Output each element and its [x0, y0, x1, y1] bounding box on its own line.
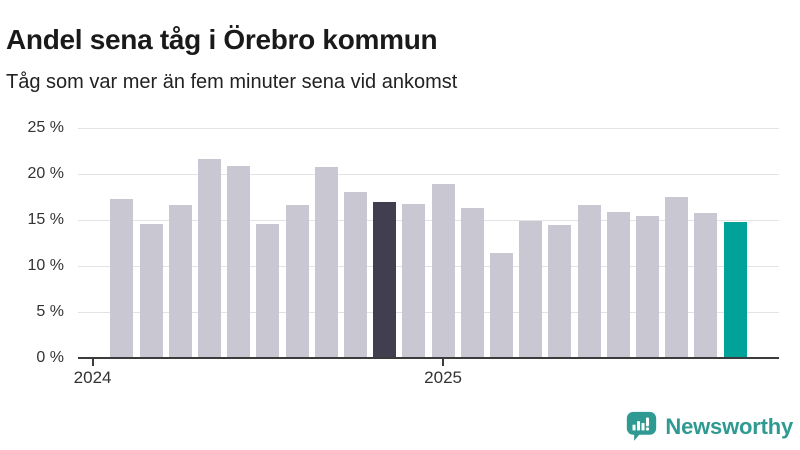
gridline: [78, 220, 779, 221]
bar-2024-02: [110, 198, 134, 358]
bar-2024-03: [139, 223, 163, 358]
bar-2025-11: [723, 221, 747, 358]
x-axis-tick: [442, 359, 445, 366]
y-axis-tick-label: 5 %: [36, 303, 64, 320]
y-axis-tick-label: 20 %: [27, 165, 64, 182]
bar-2024-09: [314, 166, 338, 358]
bar-2024-12: [402, 204, 426, 358]
bar-2024-10: [343, 192, 367, 358]
gridline: [78, 174, 779, 175]
bar-2024-07: [256, 223, 280, 358]
chart-title: Andel sena tåg i Örebro kommun: [6, 23, 438, 55]
bar-2025-09: [665, 197, 689, 358]
x-axis-tick-label: 2025: [424, 368, 462, 387]
y-axis-tick-label: 10 %: [27, 257, 64, 274]
bar-2025-02: [460, 208, 484, 358]
gridline: [78, 312, 779, 313]
bar-2024-06: [227, 165, 251, 358]
bar-2024-08: [285, 205, 309, 358]
bar-2024-05: [197, 159, 221, 358]
brand-name: Newsworthy: [665, 414, 793, 439]
chart-subtitle: Tåg som var mer än fem minuter sena vid …: [6, 71, 458, 93]
gridline: [78, 128, 779, 129]
bar-2025-01: [431, 184, 455, 358]
bar-2025-10: [694, 212, 718, 358]
bar-2025-08: [636, 216, 660, 358]
bar-2024-04: [168, 205, 192, 358]
newsworthy-logo-icon: [625, 410, 658, 444]
brand-footer[interactable]: Newsworthy: [625, 409, 793, 445]
bar-2025-07: [606, 211, 630, 358]
bar-2025-05: [548, 224, 572, 358]
bar-2025-04: [519, 220, 543, 358]
bar-2025-03: [490, 253, 514, 358]
bar-2025-06: [577, 205, 601, 358]
plot-area: [78, 128, 779, 358]
x-axis-tick-label: 2024: [73, 368, 112, 387]
y-axis-tick-label: 25 %: [27, 119, 64, 137]
chart: 0 % 5 % 10 % 15 % 20 % 25 % 2024 2025: [0, 118, 800, 403]
gridline: [78, 266, 779, 267]
bar-2024-11: [373, 201, 397, 358]
x-axis-line: [78, 357, 779, 359]
x-axis-tick: [91, 359, 94, 366]
y-axis-tick-label: 0 %: [36, 349, 64, 366]
y-axis-tick-label: 15 %: [27, 211, 64, 228]
